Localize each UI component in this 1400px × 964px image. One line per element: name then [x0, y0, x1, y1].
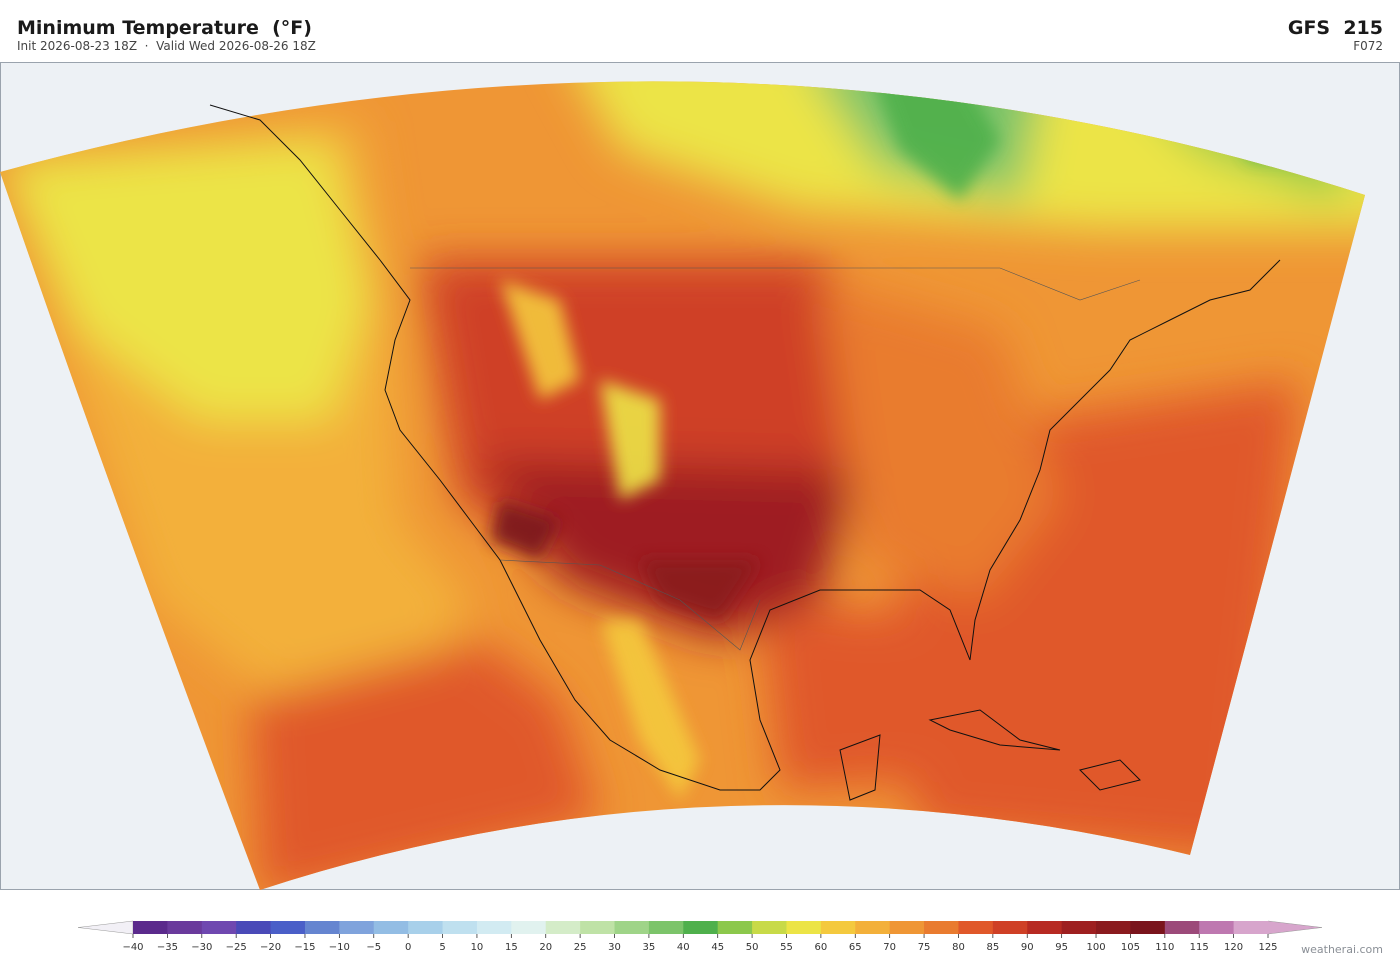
colorbar-bin [889, 921, 925, 934]
colorbar-tick-label: 80 [952, 942, 965, 953]
colorbar-bin [683, 921, 719, 934]
colorbar-tick-label: −10 [329, 942, 350, 953]
colorbar-bin [304, 921, 340, 934]
borders [410, 267, 1141, 651]
colorbar-tick-label: −35 [157, 942, 178, 953]
colorbar-bin [373, 921, 409, 934]
colorbar-bin [167, 921, 203, 934]
colorbar-tick-label: 30 [608, 942, 621, 953]
colorbar-tick-label: 45 [711, 942, 724, 953]
colorbar-tick-label: 75 [918, 942, 931, 953]
colorbar-bin [924, 921, 959, 934]
colorbar-tick-label: 95 [1055, 942, 1068, 953]
colorbar-tick-label: 70 [883, 942, 896, 953]
colorbar-bin [339, 921, 375, 934]
colorbar-bin [270, 921, 306, 934]
colorbar-bin [1199, 921, 1235, 934]
colorbar-tick-label: 0 [405, 942, 411, 953]
colorbar-tick-label: 115 [1190, 942, 1209, 953]
colorbar-bin [614, 921, 650, 934]
colorbar-tick-label: 20 [539, 942, 552, 953]
colorbar-bin [1130, 921, 1166, 934]
coastlines [209, 104, 1281, 801]
colorbar-tick-label: 40 [677, 942, 690, 953]
colorbar-under [77, 920, 134, 935]
colorbar-bin [511, 921, 547, 934]
colorbar-tick-label: −15 [294, 942, 315, 953]
colorbar-tick-label: 35 [643, 942, 656, 953]
colorbar-bin [1096, 921, 1131, 934]
colorbar-tick-label: −30 [191, 942, 212, 953]
colorbar-tick-label: −25 [226, 942, 247, 953]
colorbar-bin [1061, 921, 1097, 934]
map-subtitle: Init 2026-08-23 18Z · Valid Wed 2026-08-… [17, 39, 316, 53]
colorbar-tick-label: 55 [780, 942, 793, 953]
colorbar-tick-label: 125 [1258, 942, 1277, 953]
colorbar-tick-label: 110 [1155, 942, 1174, 953]
colorbar-bin [717, 921, 753, 934]
colorbar-bin [580, 921, 616, 934]
colorbar-bin [1164, 921, 1200, 934]
colorbar-tick-label: 105 [1121, 942, 1140, 953]
colorbar-bin [820, 921, 856, 934]
colorbar-tick-label: 85 [986, 942, 999, 953]
colorbar-over [1267, 920, 1323, 935]
map [0, 62, 1400, 891]
colorbar-bin [1027, 921, 1063, 934]
colorbar-bin [855, 921, 891, 934]
colorbar-bin [648, 921, 684, 934]
colorbar-bin [133, 921, 168, 934]
colorbar-bin [201, 921, 237, 934]
colorbar-tick-label: 100 [1086, 942, 1105, 953]
colorbar-bin [992, 921, 1028, 934]
credit: weatherai.com [1301, 943, 1383, 956]
colorbar-bin [545, 921, 581, 934]
colorbar-bin [786, 921, 822, 934]
colorbar-tick-label: 10 [471, 942, 484, 953]
colorbar-tick-label: 120 [1224, 942, 1243, 953]
colorbar-tick-label: 25 [574, 942, 587, 953]
colorbar-bin [476, 921, 512, 934]
colorbar-tick-label: 65 [849, 942, 862, 953]
colorbar-tick-label: 90 [1021, 942, 1034, 953]
colorbar-bin [752, 921, 787, 934]
colorbar-tick-label: 50 [746, 942, 759, 953]
forecast-hour: F072 [1353, 39, 1383, 53]
colorbar-bin [408, 921, 444, 934]
colorbar-tick-label: −40 [122, 942, 143, 953]
map-title: Minimum Temperature (°F) [17, 17, 312, 39]
colorbar-tick-label: −20 [260, 942, 281, 953]
colorbar-tick-label: 15 [505, 942, 518, 953]
colorbar-bin [442, 921, 478, 934]
colorbar-tick-label: 5 [439, 942, 445, 953]
colorbar-bin [1233, 921, 1269, 934]
colorbar-tick-label: −5 [366, 942, 381, 953]
colorbar-tick-label: 60 [815, 942, 828, 953]
model-name: GFS 215 [1288, 17, 1383, 39]
colorbar-bin [958, 921, 994, 934]
colorbar-bin [236, 921, 272, 934]
colorbar: −40 −35 −30 −25 −20 −15 −10 −5 0 5 10 15 20 25 30 35 40 4… [77, 920, 1323, 953]
